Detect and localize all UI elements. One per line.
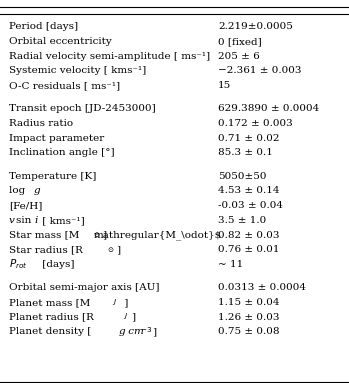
Text: Radial velocity semi-amplitude [ ms⁻¹]: Radial velocity semi-amplitude [ ms⁻¹] — [9, 52, 210, 61]
Text: sin: sin — [16, 216, 34, 225]
Text: 0.172 ± 0.003: 0.172 ± 0.003 — [218, 119, 293, 128]
Text: Transit epoch [JD-2453000]: Transit epoch [JD-2453000] — [9, 104, 155, 113]
Text: 205 ± 6: 205 ± 6 — [218, 52, 260, 61]
Text: 0 [fixed]: 0 [fixed] — [218, 37, 262, 46]
Text: Planet radius [R: Planet radius [R — [9, 313, 94, 322]
Text: 3.5 ± 1.0: 3.5 ± 1.0 — [218, 216, 266, 225]
Text: $^{-3}$: $^{-3}$ — [140, 327, 152, 337]
Text: 0.82 ± 0.03: 0.82 ± 0.03 — [218, 231, 280, 239]
Text: $_{J}$: $_{J}$ — [112, 297, 117, 308]
Text: Period [days]: Period [days] — [9, 22, 78, 31]
Text: Star mass [M: Star mass [M — [9, 231, 79, 239]
Text: Impact parameter: Impact parameter — [9, 134, 104, 142]
Text: 85.3 ± 0.1: 85.3 ± 0.1 — [218, 149, 273, 157]
Text: 1.26 ± 0.03: 1.26 ± 0.03 — [218, 313, 280, 322]
Text: ]: ] — [132, 313, 136, 322]
Text: 0.76 ± 0.01: 0.76 ± 0.01 — [218, 246, 280, 254]
Text: 0.0313 ± 0.0004: 0.0313 ± 0.0004 — [218, 283, 306, 292]
Text: [Fe/H]: [Fe/H] — [9, 201, 42, 210]
Text: v: v — [9, 216, 15, 225]
Text: ]: ] — [121, 298, 129, 307]
Text: Planet mass [M: Planet mass [M — [9, 298, 90, 307]
Text: O-C residuals [ ms⁻¹]: O-C residuals [ ms⁻¹] — [9, 81, 120, 90]
Text: Temperature [K]: Temperature [K] — [9, 172, 96, 180]
Text: [ kms⁻¹]: [ kms⁻¹] — [39, 216, 85, 225]
Text: cm: cm — [125, 327, 143, 336]
Text: i: i — [35, 216, 38, 225]
Text: 5050±50: 5050±50 — [218, 172, 267, 180]
Text: 2.219±0.0005: 2.219±0.0005 — [218, 22, 293, 31]
Text: $_{\odot}$: $_{\odot}$ — [93, 230, 101, 240]
Text: log: log — [9, 187, 28, 195]
Text: 0.71 ± 0.02: 0.71 ± 0.02 — [218, 134, 280, 142]
Text: g: g — [119, 327, 125, 336]
Text: ]: ] — [153, 327, 157, 336]
Text: Radius ratio: Radius ratio — [9, 119, 73, 128]
Text: mathregular{M_\odot}$: mathregular{M_\odot}$ — [93, 230, 221, 240]
Text: $\mathit{P}_{rot}$: $\mathit{P}_{rot}$ — [9, 258, 28, 272]
Text: g: g — [34, 187, 40, 195]
Text: 0.75 ± 0.08: 0.75 ± 0.08 — [218, 327, 280, 336]
Text: Orbital semi-major axis [AU]: Orbital semi-major axis [AU] — [9, 283, 159, 292]
Text: $_{\odot}$: $_{\odot}$ — [107, 245, 114, 255]
Text: Orbital eccentricity: Orbital eccentricity — [9, 37, 111, 46]
Text: [days]: [days] — [39, 260, 75, 269]
Text: −2.361 ± 0.003: −2.361 ± 0.003 — [218, 66, 302, 75]
Text: ~ 11: ~ 11 — [218, 260, 243, 269]
Text: Inclination angle [°]: Inclination angle [°] — [9, 149, 114, 157]
Text: $_{J}$: $_{J}$ — [123, 312, 128, 322]
Text: -0.03 ± 0.04: -0.03 ± 0.04 — [218, 201, 283, 210]
Text: 4.53 ± 0.14: 4.53 ± 0.14 — [218, 187, 280, 195]
Text: 15: 15 — [218, 81, 231, 90]
Text: Star radius [R: Star radius [R — [9, 246, 83, 254]
Text: 1.15 ± 0.04: 1.15 ± 0.04 — [218, 298, 280, 307]
Text: Systemic velocity [ kms⁻¹]: Systemic velocity [ kms⁻¹] — [9, 66, 146, 75]
Text: ]: ] — [116, 246, 120, 254]
Text: Planet density [: Planet density [ — [9, 327, 91, 336]
Text: 629.3890 ± 0.0004: 629.3890 ± 0.0004 — [218, 104, 319, 113]
Text: ]: ] — [102, 231, 106, 239]
